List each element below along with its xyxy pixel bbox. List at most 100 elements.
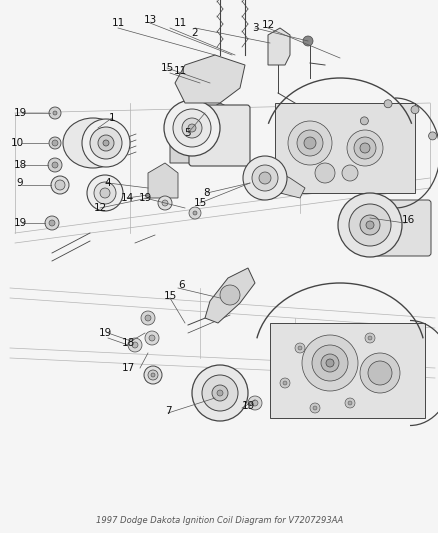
Text: 18: 18	[121, 338, 134, 348]
Text: 12: 12	[261, 20, 274, 30]
Circle shape	[283, 381, 286, 385]
Circle shape	[144, 366, 162, 384]
Text: 17: 17	[121, 363, 134, 373]
Circle shape	[193, 211, 197, 215]
Circle shape	[148, 370, 158, 380]
Circle shape	[364, 333, 374, 343]
Circle shape	[145, 331, 159, 345]
Circle shape	[251, 400, 258, 406]
Text: 19: 19	[241, 401, 254, 411]
Circle shape	[98, 135, 114, 151]
Circle shape	[45, 216, 59, 230]
Text: 2: 2	[191, 28, 198, 38]
Text: 11: 11	[173, 18, 186, 28]
Polygon shape	[170, 103, 240, 163]
Circle shape	[145, 315, 151, 321]
Circle shape	[383, 100, 391, 108]
Text: 7: 7	[164, 406, 171, 416]
Circle shape	[49, 137, 61, 149]
Circle shape	[359, 143, 369, 153]
Bar	[0, 0, 438, 266]
Text: 11: 11	[173, 66, 186, 76]
Circle shape	[212, 385, 227, 401]
Circle shape	[247, 396, 261, 410]
Circle shape	[302, 36, 312, 46]
FancyBboxPatch shape	[269, 323, 424, 418]
Text: 9: 9	[17, 178, 23, 188]
Circle shape	[103, 140, 109, 146]
Circle shape	[410, 106, 418, 114]
Circle shape	[52, 162, 58, 168]
FancyBboxPatch shape	[374, 200, 430, 256]
Text: 18: 18	[13, 160, 27, 170]
Polygon shape	[148, 163, 177, 198]
Circle shape	[297, 130, 322, 156]
Circle shape	[162, 200, 168, 206]
Circle shape	[49, 220, 55, 226]
Circle shape	[344, 398, 354, 408]
Circle shape	[216, 390, 223, 396]
Circle shape	[100, 188, 110, 198]
Text: 6: 6	[178, 280, 185, 290]
FancyBboxPatch shape	[274, 103, 414, 193]
Circle shape	[279, 378, 290, 388]
Text: 16: 16	[400, 215, 413, 225]
Polygon shape	[175, 55, 244, 103]
Circle shape	[359, 215, 379, 235]
Circle shape	[365, 221, 373, 229]
Circle shape	[251, 165, 277, 191]
Circle shape	[128, 338, 141, 352]
Circle shape	[346, 130, 382, 166]
Circle shape	[219, 285, 240, 305]
Text: 1997 Dodge Dakota Ignition Coil Diagram for V7207293AA: 1997 Dodge Dakota Ignition Coil Diagram …	[95, 516, 343, 525]
Circle shape	[53, 111, 57, 115]
Text: 13: 13	[143, 15, 156, 25]
Circle shape	[359, 353, 399, 393]
Circle shape	[55, 180, 65, 190]
Circle shape	[158, 196, 172, 210]
Polygon shape	[267, 28, 290, 65]
Text: 5: 5	[184, 128, 191, 138]
Circle shape	[182, 118, 201, 138]
Text: 15: 15	[160, 63, 173, 73]
Text: 19: 19	[138, 193, 151, 203]
Text: 15: 15	[193, 198, 206, 208]
Circle shape	[51, 176, 69, 194]
Circle shape	[337, 193, 401, 257]
Text: 12: 12	[93, 203, 106, 213]
Circle shape	[347, 401, 351, 405]
Polygon shape	[205, 268, 254, 323]
Text: 10: 10	[11, 138, 24, 148]
Text: 1: 1	[109, 113, 115, 123]
Circle shape	[173, 109, 211, 147]
Text: 3: 3	[251, 23, 258, 33]
Circle shape	[48, 158, 62, 172]
Circle shape	[367, 336, 371, 340]
Text: 15: 15	[163, 291, 176, 301]
Circle shape	[189, 207, 201, 219]
Text: 19: 19	[13, 218, 27, 228]
Text: 11: 11	[111, 18, 124, 28]
Circle shape	[353, 137, 375, 159]
Circle shape	[164, 100, 219, 156]
Circle shape	[90, 127, 122, 159]
Circle shape	[151, 373, 155, 377]
Circle shape	[82, 119, 130, 167]
Circle shape	[132, 342, 138, 348]
Ellipse shape	[63, 118, 123, 168]
Circle shape	[341, 165, 357, 181]
Circle shape	[87, 175, 123, 211]
Circle shape	[243, 156, 286, 200]
Circle shape	[94, 182, 116, 204]
FancyBboxPatch shape	[189, 105, 249, 166]
Circle shape	[294, 343, 304, 353]
Circle shape	[320, 354, 338, 372]
Circle shape	[191, 365, 247, 421]
Circle shape	[148, 335, 155, 341]
Text: 4: 4	[104, 178, 111, 188]
Circle shape	[201, 375, 237, 411]
Polygon shape	[265, 173, 304, 198]
Circle shape	[301, 335, 357, 391]
Text: 8: 8	[203, 188, 210, 198]
Text: 19: 19	[98, 328, 111, 338]
